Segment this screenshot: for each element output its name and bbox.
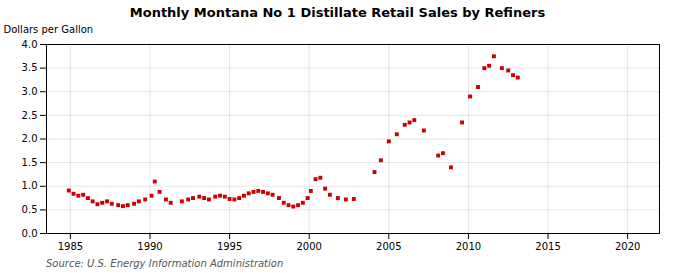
svg-text:2010: 2010 — [456, 241, 481, 252]
svg-text:1985: 1985 — [58, 241, 83, 252]
svg-text:2015: 2015 — [535, 241, 560, 252]
svg-text:2.0: 2.0 — [22, 133, 38, 144]
svg-text:2.5: 2.5 — [22, 110, 38, 121]
svg-text:4.0: 4.0 — [22, 39, 38, 50]
html-text:Source: U.S. Energy Informatio: Source: U.S. Energy Information Administ… — [46, 258, 284, 269]
svg-text:1.0: 1.0 — [22, 180, 38, 191]
svg-text:3.5: 3.5 — [22, 62, 38, 73]
html-text:Monthly Montana No 1 Distillat: Monthly Montana No 1 Distillate Retail S… — [129, 5, 546, 20]
svg-text:2020: 2020 — [615, 241, 640, 252]
svg-text:3.0: 3.0 — [22, 86, 38, 97]
svg-text:1990: 1990 — [137, 241, 162, 252]
svg-text:0.0: 0.0 — [22, 228, 38, 239]
svg-text:2005: 2005 — [376, 241, 401, 252]
svg-text:1.5: 1.5 — [22, 157, 38, 168]
svg-text:2000: 2000 — [296, 241, 321, 252]
svg-text:0.5: 0.5 — [22, 204, 38, 215]
svg-text:Dollars per Gallon: Dollars per Gallon — [4, 24, 94, 35]
svg-text:1995: 1995 — [217, 241, 242, 252]
